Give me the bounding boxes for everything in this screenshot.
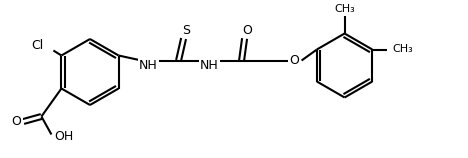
- Text: CH₃: CH₃: [392, 45, 413, 55]
- Text: NH: NH: [200, 59, 219, 72]
- Text: O: O: [290, 54, 300, 67]
- Text: OH: OH: [54, 130, 73, 143]
- Text: NH: NH: [139, 59, 158, 72]
- Text: O: O: [242, 24, 253, 37]
- Text: Cl: Cl: [31, 39, 44, 52]
- Text: O: O: [12, 115, 22, 128]
- Text: S: S: [183, 24, 190, 37]
- Text: CH₃: CH₃: [334, 3, 355, 13]
